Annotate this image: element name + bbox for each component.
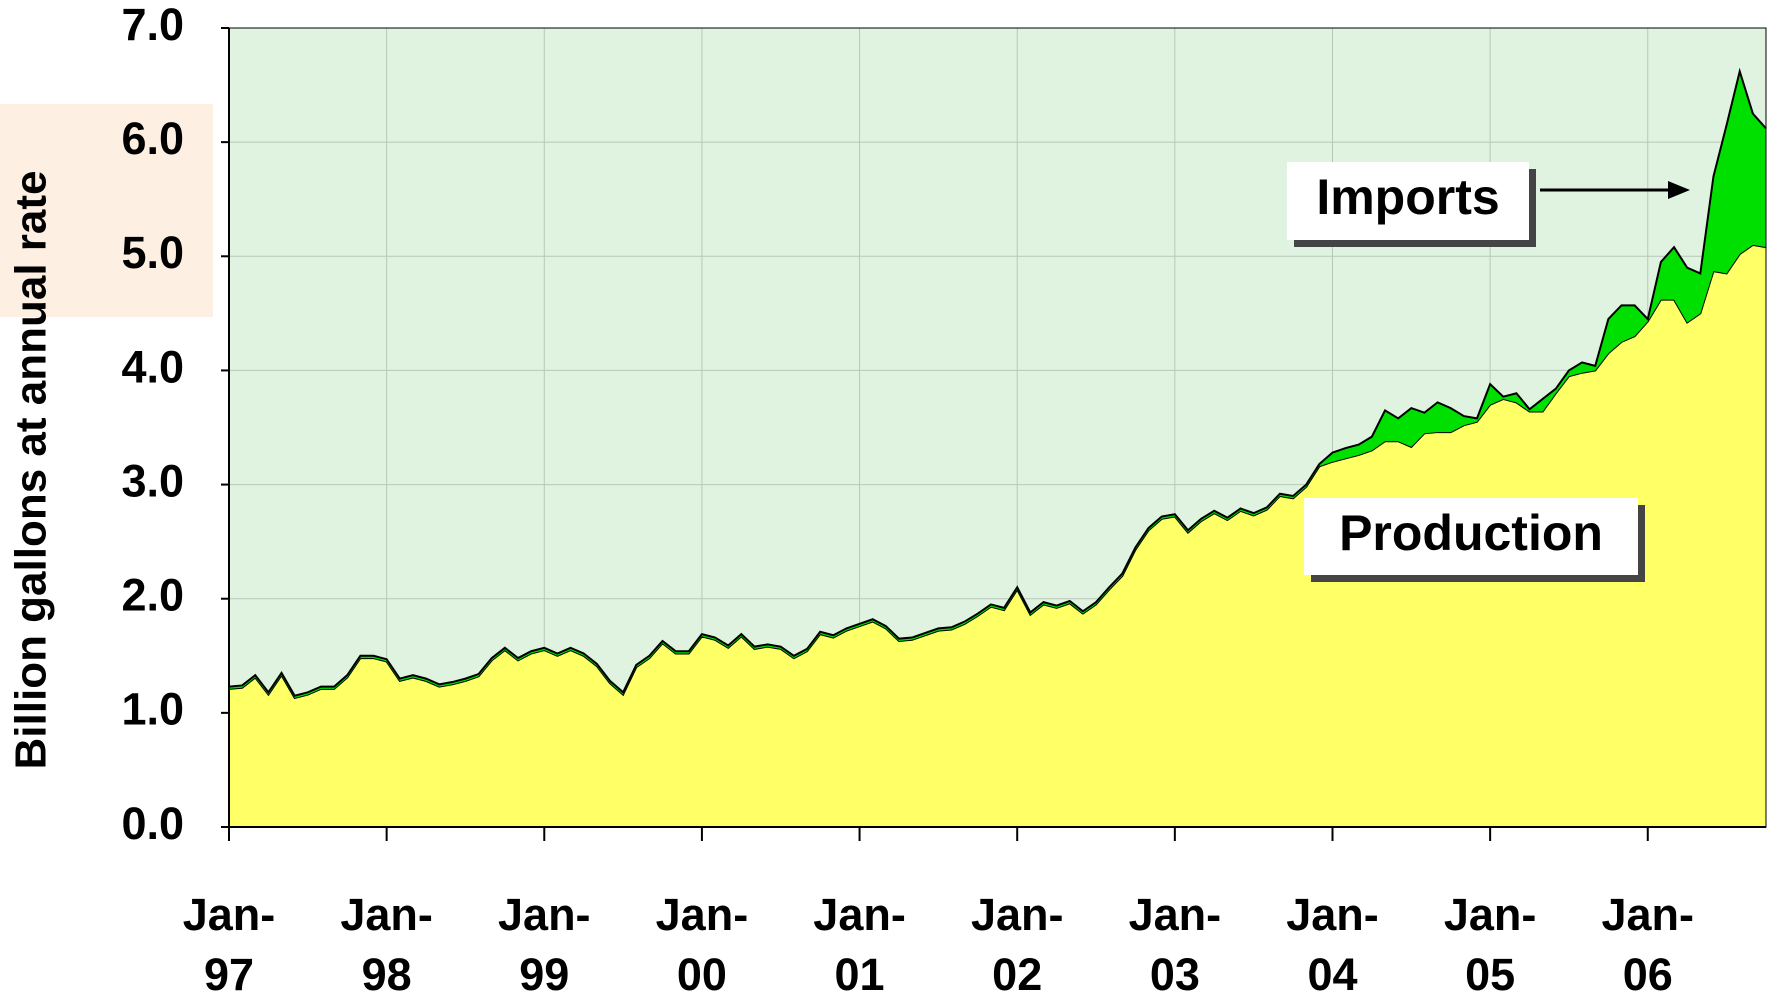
x-tick-label: Jan-03 xyxy=(1128,889,1222,1000)
x-tick-label: Jan-01 xyxy=(813,889,906,1000)
x-tick-label: Jan-04 xyxy=(1286,889,1379,1000)
y-tick-label: 3.0 xyxy=(121,455,184,506)
arrow-head xyxy=(1668,181,1690,199)
x-tick-label: Jan-05 xyxy=(1443,889,1537,1000)
area xyxy=(229,244,1766,827)
y-tick-label: 5.0 xyxy=(121,227,184,278)
production-annotation: Production xyxy=(1304,498,1645,582)
label-box xyxy=(1304,498,1638,575)
x-tick-label: Jan-98 xyxy=(340,889,433,1000)
x-tick-label: Jan-99 xyxy=(498,889,591,1000)
series-label: Production xyxy=(1339,505,1603,561)
imports-annotation: Imports xyxy=(1287,162,1690,247)
series-label: Imports xyxy=(1316,169,1499,225)
y-tick-label: 4.0 xyxy=(121,341,184,392)
y-tick-label: 1.0 xyxy=(121,684,184,735)
x-tick-label: Jan-00 xyxy=(655,889,749,1000)
label-box xyxy=(1287,162,1529,240)
label-backdrop xyxy=(0,104,213,317)
areas xyxy=(228,67,1767,827)
axes xyxy=(221,27,1767,841)
area-edge xyxy=(228,67,1767,697)
y-tick-label: 2.0 xyxy=(121,570,184,621)
x-tick-label: Jan-02 xyxy=(970,889,1064,1000)
x-tick-label: Jan-06 xyxy=(1601,889,1695,1000)
y-tick-label: 7.0 xyxy=(121,0,184,50)
plot-border xyxy=(228,27,1767,828)
y-axis-title: Billion gallons at annual rate xyxy=(7,171,56,770)
x-tick-label: Jan-97 xyxy=(182,889,276,1000)
y-tick-label: 6.0 xyxy=(121,113,184,164)
y-tick-label: 0.0 xyxy=(121,798,184,849)
